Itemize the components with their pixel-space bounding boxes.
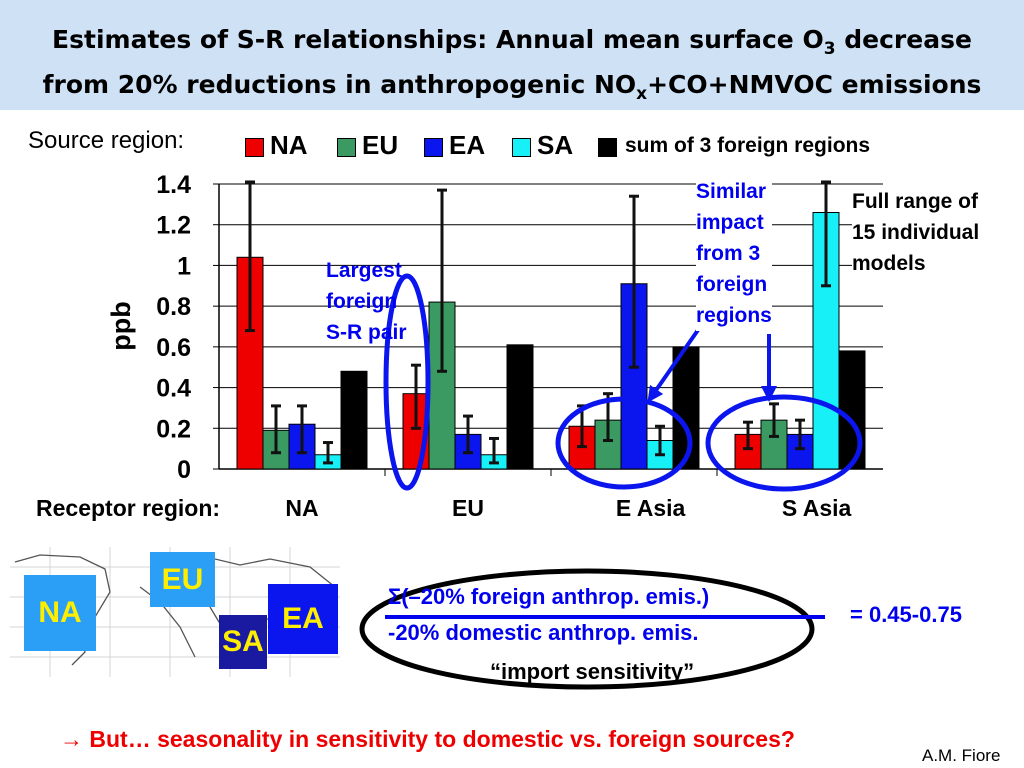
legend-label-ea: EA <box>449 130 486 160</box>
y-tick-label: 0.2 <box>156 415 191 443</box>
legend-swatch-sa <box>512 138 531 157</box>
legend-swatch-na <box>245 138 264 157</box>
annotation-full-range: Full range of 15 individual models <box>852 186 980 279</box>
map-region-na: NA <box>24 575 96 651</box>
x-category-label: S Asia <box>782 495 852 521</box>
y-tick-label: 1.4 <box>156 171 191 199</box>
formula-denominator: -20% domestic anthrop. emis. <box>388 620 699 645</box>
legend-label-eu: EU <box>362 130 399 160</box>
highlight-ellipse-sasia <box>705 394 863 492</box>
title-band <box>0 0 1024 110</box>
bar <box>506 344 534 470</box>
map-region-eu: EU <box>150 552 215 607</box>
author-credit: A.M. Fiore <box>922 746 1001 765</box>
x-category-label: EU <box>452 495 484 521</box>
map-region-sa: SA <box>219 615 267 669</box>
formula-numerator: Σ(–20% foreign anthrop. emis.) <box>388 584 710 609</box>
right-arrow-icon: → <box>60 726 83 752</box>
annotation-similar: Similar impact from 3 foreign regions <box>696 176 772 331</box>
y-tick-label: 0.4 <box>156 375 191 403</box>
source-region-label: Source region: <box>28 127 185 154</box>
bar <box>672 346 700 470</box>
formula-caption: “import sensitivity” <box>490 659 695 684</box>
highlight-ellipse-eu <box>383 273 431 491</box>
highlight-ellipse-easia <box>555 396 693 490</box>
footer-question: → But… seasonality in sensitivity to dom… <box>60 726 795 752</box>
y-tick-label: 0 <box>177 456 191 484</box>
legend-label-na: NA <box>270 130 308 160</box>
y-tick-label: 1 <box>177 252 191 280</box>
legend-label-sa: SA <box>537 130 574 160</box>
map-region-ea: EA <box>268 584 338 654</box>
title-line-1: Estimates of S-R relationships: Annual m… <box>52 25 972 59</box>
x-category-label: NA <box>285 495 318 521</box>
arrow-to-easia <box>647 328 700 403</box>
legend-swatch-eu <box>337 138 356 157</box>
legend-swatch-sum <box>598 138 617 157</box>
title-line-2: from 20% reductions in anthropogenic NOx… <box>42 70 982 104</box>
x-axis-label: Receptor region: <box>36 495 220 521</box>
region-map: NA EU EA SA <box>10 547 340 677</box>
slide-title: Estimates of S-R relationships: Annual m… <box>0 22 1024 112</box>
formula-ellipse <box>359 568 825 690</box>
y-tick-label: 1.2 <box>156 212 191 240</box>
bar <box>340 370 368 470</box>
annotation-largest: Largest foreign S-R pair <box>326 259 407 344</box>
legend-label-sum: sum of 3 foreign regions <box>625 134 871 157</box>
y-tick-label: 0.6 <box>156 334 191 362</box>
formula-result: = 0.45-0.75 <box>850 602 962 627</box>
y-tick-label: 0.8 <box>156 293 191 321</box>
legend-swatch-ea <box>424 138 443 157</box>
y-axis-label: ppb <box>106 301 136 350</box>
x-category-label: E Asia <box>616 495 686 521</box>
